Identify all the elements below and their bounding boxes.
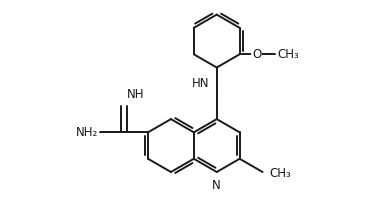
Text: O: O <box>252 48 261 61</box>
Text: NH₂: NH₂ <box>76 126 98 139</box>
Text: CH₃: CH₃ <box>278 48 299 61</box>
Text: CH₃: CH₃ <box>270 167 291 180</box>
Text: NH: NH <box>127 88 144 101</box>
Text: HN: HN <box>192 77 209 90</box>
Text: N: N <box>212 179 221 192</box>
